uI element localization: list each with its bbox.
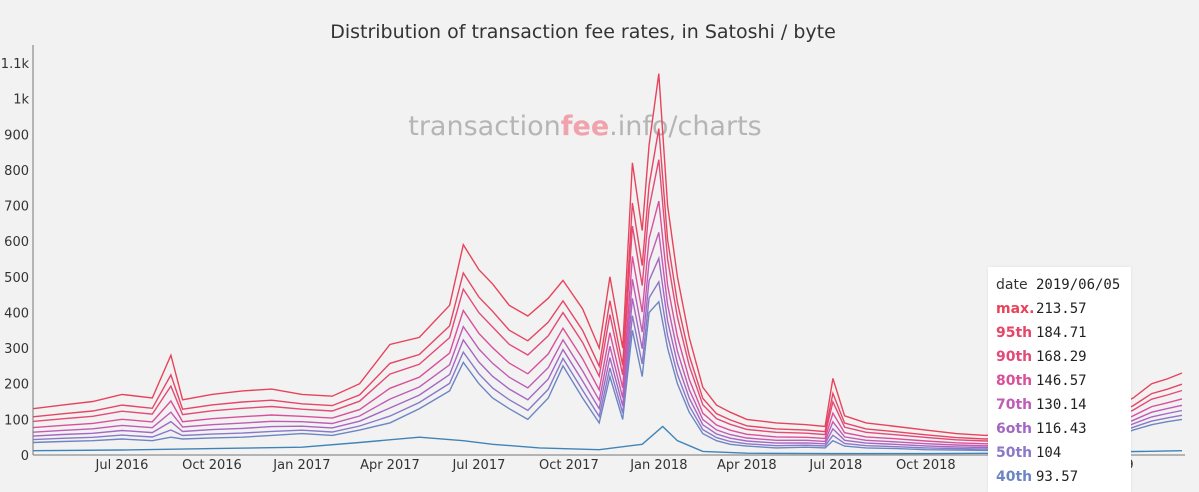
tooltip-date-key: date: [996, 277, 1028, 293]
tooltip-rows: max. 213.57 95th 184.71 90th 168.29 80th 146.57…: [996, 297, 1131, 489]
y-tick-label: 900: [4, 128, 29, 143]
y-tick-label: 800: [4, 164, 29, 179]
tooltip-row-key: 50th: [996, 445, 1033, 461]
x-axis-ticks: Jul 2016 Oct 2016 Jan 2017 Apr 2017 Jul 2017…: [95, 458, 1134, 473]
series-line-50th: [32, 279, 1183, 450]
tooltip-row-value: 146.57: [1036, 373, 1087, 389]
y-tick-label: 400: [4, 306, 29, 321]
y-tick-label: 1.1k: [1, 57, 30, 72]
tooltip-date-row: date 2019/06/05: [996, 273, 1131, 297]
tooltip-row-value: 168.29: [1036, 349, 1087, 365]
tooltip-row: 70th 130.14: [996, 393, 1131, 417]
series-line-max: [32, 73, 1183, 437]
tooltip-row: 6oth 116.43: [996, 417, 1131, 441]
tooltip-row: 95th 184.71: [996, 321, 1131, 345]
series-line-6oth: [32, 255, 1183, 449]
y-tick-label: 200: [4, 378, 29, 393]
tooltip-row-key: 95th: [996, 325, 1033, 341]
y-axis-ticks: 0 100 200 300 400 500 600 700 800 900 1k 1.1k: [1, 57, 30, 464]
series-line-70th: [32, 232, 1183, 447]
x-tick-label: Oct 2017: [539, 458, 599, 473]
tooltip-row-key: 6oth: [996, 421, 1033, 437]
x-tick-label: Jul 2018: [808, 458, 862, 473]
hover-tooltip: date 2019/06/05 max. 213.57 95th 184.71 90th 1…: [988, 267, 1131, 492]
tooltip-row: 90th 168.29: [996, 345, 1131, 369]
x-tick-label: Jan 2017: [272, 458, 330, 473]
y-tick-label: 0: [21, 449, 29, 464]
tooltip-row-value: 104: [1036, 445, 1062, 461]
tooltip-row-value: 93.57: [1036, 469, 1079, 485]
y-tick-label: 500: [4, 271, 29, 286]
x-tick-label: Jan 2018: [629, 458, 687, 473]
tooltip-row-value: 184.71: [1036, 325, 1087, 341]
tooltip-row-key: 80th: [996, 373, 1033, 389]
tooltip-row: 50th 104: [996, 441, 1131, 465]
watermark-accent: fee: [561, 111, 609, 142]
tooltip-row-key: 70th: [996, 397, 1033, 413]
series-line-90th: [32, 159, 1183, 442]
tooltip-row-key: max.: [996, 301, 1035, 317]
y-tick-label: 100: [4, 413, 29, 428]
tooltip-row: 40th 93.57: [996, 465, 1131, 489]
chart-title: Distribution of transaction fee rates, i…: [330, 21, 836, 43]
series-line-95th: [32, 128, 1183, 440]
series-line-80th: [32, 200, 1183, 445]
series-line-40th: [32, 300, 1183, 452]
y-tick-label: 1k: [13, 93, 29, 108]
x-tick-label: Apr 2017: [360, 458, 420, 473]
x-tick-label: Oct 2018: [896, 458, 956, 473]
watermark-prefix: transaction: [408, 111, 561, 142]
tooltip-date-value: 2019/06/05: [1036, 277, 1121, 293]
series-line-lowest: [32, 425, 1183, 455]
tooltip-row: max. 213.57: [996, 297, 1131, 321]
tooltip-row-key: 40th: [996, 469, 1033, 485]
tooltip-row-value: 116.43: [1036, 421, 1087, 437]
watermark-suffix: .info/charts: [609, 111, 762, 142]
y-tick-label: 700: [4, 200, 29, 215]
tooltip-row-value: 213.57: [1036, 301, 1087, 317]
tooltip-row-value: 130.14: [1036, 397, 1087, 413]
series-lines: [32, 73, 1183, 455]
x-tick-label: Jul 2016: [95, 458, 149, 473]
tooltip-row-key: 90th: [996, 349, 1033, 365]
x-tick-label: Apr 2018: [717, 458, 777, 473]
x-tick-label: Jul 2017: [451, 458, 505, 473]
watermark: transactionfee.info/charts: [408, 111, 761, 142]
y-tick-label: 300: [4, 342, 29, 357]
tooltip-row: 80th 146.57: [996, 369, 1131, 393]
y-tick-label: 600: [4, 235, 29, 250]
x-tick-label: Oct 2016: [182, 458, 242, 473]
